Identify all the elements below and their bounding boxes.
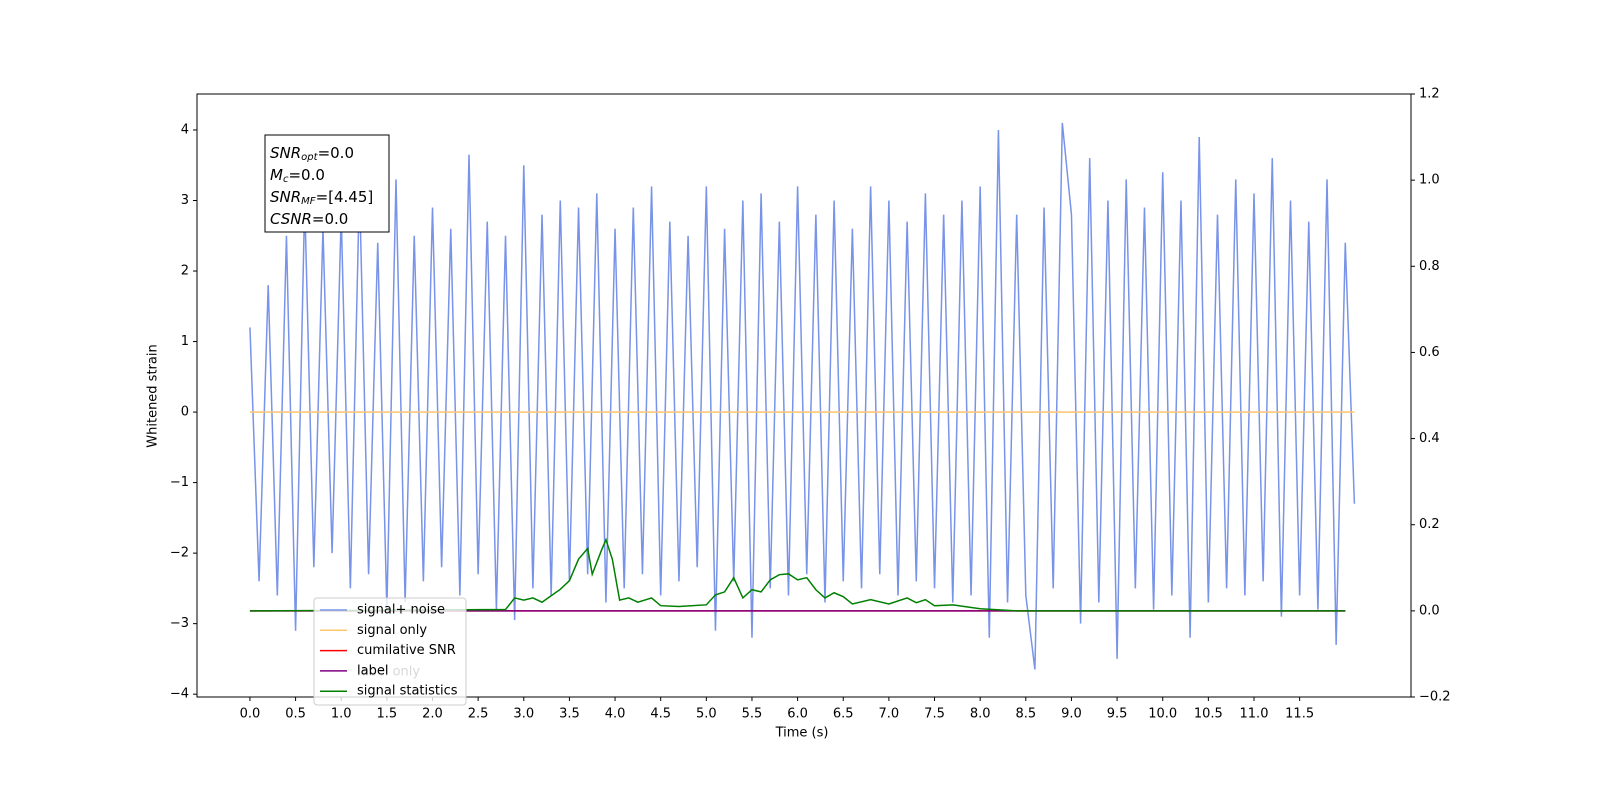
y-axis-label: Whitened strain	[146, 344, 161, 447]
x-tick-label: 4.0	[605, 707, 626, 722]
x-tick-label: 0.0	[240, 707, 261, 722]
annotation-box	[264, 134, 390, 233]
series-line	[249, 537, 1346, 612]
annotation-main: M	[270, 166, 283, 184]
x-tick-label: 0.5	[285, 707, 306, 722]
x-tick-label: 2.0	[422, 707, 443, 722]
x-tick-label: 10.5	[1194, 707, 1223, 722]
y2-tick-label: 0.2	[1419, 517, 1440, 532]
x-tick-label: 5.0	[696, 707, 717, 722]
y-tick-label: 3	[181, 193, 189, 208]
x-tick-label: 6.0	[787, 707, 808, 722]
series-line	[249, 122, 1356, 670]
y-tick-label: −1	[170, 475, 189, 490]
x-tick-label: 3.5	[559, 707, 580, 722]
legend-label: signal only	[357, 623, 427, 638]
annotation-line: Mc=0.0	[270, 166, 325, 186]
x-tick-label: 3.0	[513, 707, 534, 722]
x-tick-label: 9.5	[1107, 707, 1128, 722]
annotation-line: SNRopt=0.0	[270, 144, 354, 164]
x-tick-label: 10.0	[1148, 707, 1177, 722]
legend-ghost: label only	[357, 665, 420, 680]
x-tick-label: 8.5	[1015, 707, 1036, 722]
y-tick-label: 4	[181, 122, 189, 137]
legend-label: signal statistics	[357, 684, 458, 699]
x-tick-label: 11.5	[1285, 707, 1314, 722]
x-tick-label: 6.5	[833, 707, 854, 722]
annotation-sub: c	[283, 174, 289, 185]
legend-box	[313, 597, 467, 706]
y-tick-label: −3	[170, 616, 189, 631]
annotation-rest: =0.0	[318, 144, 354, 162]
annotation-sub: MF	[301, 196, 316, 207]
annotation-main: SNR	[270, 144, 301, 162]
legend-label: signal+ noise	[357, 603, 445, 618]
x-tick-label: 7.0	[879, 707, 900, 722]
annotation-line: CSNR=0.0	[270, 210, 348, 228]
x-tick-label: 11.0	[1240, 707, 1269, 722]
y2-tick-label: 1.0	[1419, 173, 1440, 188]
y-tick-label: 1	[181, 334, 189, 349]
annotation-main: CSNR	[270, 210, 312, 228]
legend-label: label	[357, 663, 388, 678]
y2-tick-label: 0.8	[1419, 259, 1440, 274]
annotation-rest: =[4.45]	[316, 188, 374, 206]
x-tick-label: 1.5	[377, 707, 398, 722]
y2-tick-label: −0.2	[1419, 690, 1451, 705]
x-tick-label: 4.5	[650, 707, 671, 722]
x-tick-label: 1.0	[331, 707, 352, 722]
x-tick-label: 9.0	[1061, 707, 1082, 722]
annotation-line: SNRMF=[4.45]	[270, 188, 373, 208]
y2-tick-label: 0.6	[1419, 345, 1440, 360]
x-tick-label: 2.5	[468, 707, 489, 722]
plot-frame	[196, 93, 1412, 698]
annotation-rest: =0.0	[288, 166, 324, 184]
y-tick-label: −2	[170, 546, 189, 561]
x-axis-label: Time (s)	[775, 726, 829, 741]
annotation-sub: opt	[301, 152, 318, 163]
y-tick-label: 2	[181, 264, 189, 279]
annotation-rest: =0.0	[312, 210, 348, 228]
y2-tick-label: 0.0	[1419, 603, 1440, 618]
x-tick-label: 8.0	[970, 707, 991, 722]
x-tick-label: 7.5	[924, 707, 945, 722]
y2-tick-label: 1.2	[1419, 87, 1440, 102]
x-tick-label: 5.5	[742, 707, 763, 722]
legend-label: cumilative SNR	[357, 643, 456, 658]
y-tick-label: −4	[170, 687, 189, 702]
y2-tick-label: 0.4	[1419, 431, 1440, 446]
annotation-main: SNR	[270, 188, 301, 206]
y-tick-label: 0	[181, 405, 189, 420]
